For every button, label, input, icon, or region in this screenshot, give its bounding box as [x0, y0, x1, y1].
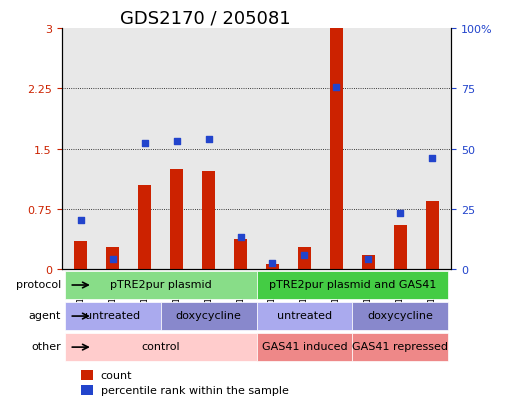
Bar	[234, 239, 247, 270]
Text: count: count	[101, 370, 132, 380]
FancyBboxPatch shape	[65, 333, 256, 361]
Bar	[106, 247, 120, 270]
Point	[428, 156, 437, 162]
Point	[364, 256, 372, 263]
Text: GDS2170 / 205081: GDS2170 / 205081	[120, 9, 291, 27]
Bar	[393, 225, 407, 270]
Point	[109, 256, 117, 263]
Text: doxycycline: doxycycline	[175, 311, 242, 320]
Point	[172, 138, 181, 145]
Text: protocol: protocol	[16, 280, 61, 290]
Point	[141, 140, 149, 147]
Point	[205, 136, 213, 143]
Bar	[74, 242, 87, 270]
Bar	[330, 29, 343, 270]
Text: control: control	[141, 342, 180, 351]
Text: doxycycline: doxycycline	[367, 311, 433, 320]
FancyBboxPatch shape	[65, 271, 256, 299]
Text: GAS41 repressed: GAS41 repressed	[352, 342, 448, 351]
Bar	[426, 202, 439, 270]
Text: untreated: untreated	[277, 311, 332, 320]
Point	[332, 84, 341, 91]
Bar	[202, 172, 215, 270]
Bar	[138, 185, 151, 270]
FancyBboxPatch shape	[65, 302, 161, 330]
FancyBboxPatch shape	[256, 271, 448, 299]
FancyBboxPatch shape	[161, 302, 256, 330]
Text: untreated: untreated	[85, 311, 140, 320]
Bar	[362, 255, 375, 270]
Text: other: other	[31, 342, 61, 351]
Point	[76, 217, 85, 223]
Point	[268, 260, 277, 267]
Point	[396, 210, 404, 217]
FancyBboxPatch shape	[256, 333, 352, 361]
Point	[300, 252, 308, 259]
Text: GAS41 induced: GAS41 induced	[262, 342, 347, 351]
Point	[236, 235, 245, 241]
FancyBboxPatch shape	[256, 302, 352, 330]
Bar	[266, 264, 279, 270]
FancyBboxPatch shape	[352, 302, 448, 330]
Text: pTRE2pur plasmid and GAS41: pTRE2pur plasmid and GAS41	[269, 280, 436, 290]
Bar	[81, 370, 93, 380]
Text: percentile rank within the sample: percentile rank within the sample	[101, 385, 288, 395]
Bar	[298, 247, 311, 270]
FancyBboxPatch shape	[352, 333, 448, 361]
Bar	[170, 169, 183, 270]
Text: agent: agent	[29, 311, 61, 320]
Bar	[81, 385, 93, 395]
Text: pTRE2pur plasmid: pTRE2pur plasmid	[110, 280, 211, 290]
